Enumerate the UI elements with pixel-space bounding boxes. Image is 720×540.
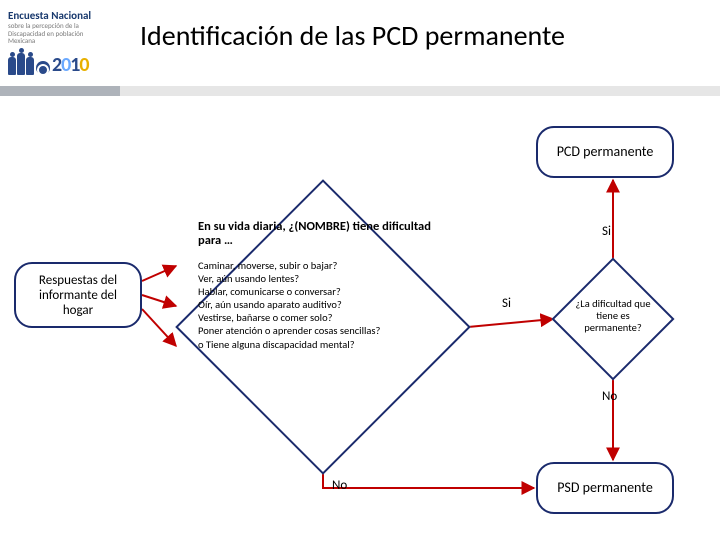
permanent-diamond-label: ¿La dificultad que tiene es permanente? bbox=[568, 298, 658, 334]
node-pcd-label: PCD permanente bbox=[557, 144, 654, 160]
logo-subtitle: sobre la percepción de laDiscapacidad en… bbox=[8, 22, 118, 45]
node-psd-label: PSD permanente bbox=[557, 480, 653, 496]
edge-label-small-si: Si bbox=[602, 224, 611, 239]
logo-title: Encuesta Nacional bbox=[8, 10, 118, 21]
node-pcd: PCD permanente bbox=[536, 126, 674, 178]
node-permanent-diamond: ¿La dificultad que tiene es permanente? bbox=[554, 260, 672, 378]
node-input-label: Respuestas del informante del hogar bbox=[26, 273, 130, 318]
flowchart: Respuestas del informante del hogar PCD … bbox=[0, 96, 720, 540]
survey-logo: Encuesta Nacional sobre la percepción de… bbox=[8, 10, 118, 80]
node-question-diamond: En su vida diaria, ¿(NOMBRE) tiene dific… bbox=[178, 182, 468, 472]
node-psd: PSD permanente bbox=[536, 462, 674, 514]
diamond-question: En su vida diaria, ¿(NOMBRE) tiene dific… bbox=[198, 220, 450, 249]
page-title: Identificación de las PCD permanente bbox=[140, 18, 565, 53]
slide: Encuesta Nacional sobre la percepción de… bbox=[0, 0, 720, 540]
divider-accent bbox=[0, 86, 120, 96]
diamond-question-list: Caminar, moverse, subir o bajar?Ver, aún… bbox=[198, 259, 450, 351]
logo-graphic: 2010 bbox=[8, 49, 118, 77]
edge-label-big-no: No bbox=[332, 478, 347, 493]
edge-label-big-si: Si bbox=[502, 296, 511, 311]
logo-year: 2010 bbox=[52, 53, 89, 77]
edge-label-small-no: No bbox=[602, 389, 617, 404]
node-input: Respuestas del informante del hogar bbox=[14, 262, 142, 328]
